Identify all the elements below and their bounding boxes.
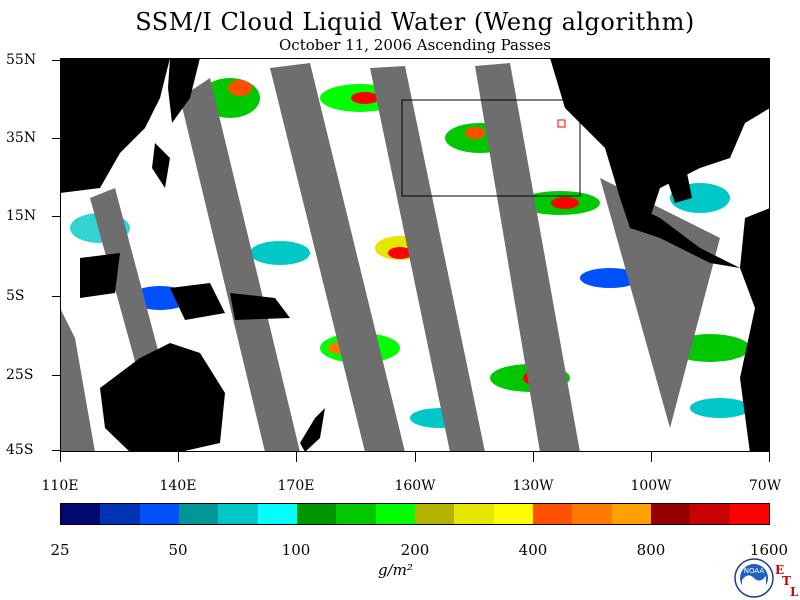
lon-label-70w: 70W: [748, 478, 782, 494]
logo-text: NOAA: [744, 567, 765, 575]
lat-tick: [52, 216, 60, 217]
cloud-water-map: [60, 58, 770, 452]
lat-tick: [52, 450, 60, 451]
lon-tick: [769, 452, 770, 462]
colorbar-swatch: [257, 504, 297, 524]
colorbar-swatch: [729, 504, 769, 524]
lat-tick: [52, 60, 60, 61]
lat-label-25s: 25S: [6, 367, 34, 383]
colorbar-swatch: [375, 504, 415, 524]
chart-title: SSM/I Cloud Liquid Water (Weng algorithm…: [135, 8, 695, 36]
no-data-swaths: [60, 63, 770, 452]
lat-tick: [52, 296, 60, 297]
lon-tick: [296, 452, 297, 462]
colorbar-label-1600: 1600: [749, 541, 789, 559]
lon-tick: [533, 452, 534, 462]
lat-tick: [52, 375, 60, 376]
colorbar-swatch: [493, 504, 533, 524]
colorbar-swatch: [336, 504, 376, 524]
land: [60, 58, 770, 452]
chart-subtitle: October 11, 2006 Ascending Passes: [279, 36, 551, 54]
lon-label-130w: 130W: [512, 478, 554, 494]
colorbar-label-50: 50: [168, 541, 188, 559]
region-box: [401, 99, 581, 197]
lat-label-35n: 35N: [6, 130, 37, 146]
map-border: [60, 58, 770, 452]
units-label: g/m²: [378, 561, 413, 579]
lon-tick: [651, 452, 652, 462]
red-marker: [557, 119, 566, 128]
lat-label-45s: 45S: [6, 442, 34, 458]
colorbar-swatch: [532, 504, 573, 524]
colorbar-label-400: 400: [518, 541, 548, 559]
colorbar-swatch: [100, 504, 140, 524]
lon-label-140e: 140E: [159, 478, 197, 494]
colorbar-swatch: [61, 504, 101, 524]
etl-letter-t: T: [782, 574, 791, 588]
colorbar: [60, 503, 770, 525]
colorbar-swatch: [690, 504, 730, 524]
lon-label-160w: 160W: [394, 478, 436, 494]
colorbar-swatch: [611, 504, 651, 524]
colorbar-swatch: [414, 504, 455, 524]
lat-label-55n: 55N: [6, 52, 37, 68]
colorbar-swatch: [572, 504, 612, 524]
etl-letter-e: E: [775, 563, 785, 577]
lon-tick: [60, 452, 61, 462]
colorbar-swatch: [218, 504, 258, 524]
etl-letter-l: L: [790, 585, 799, 599]
colorbar-swatch: [296, 504, 337, 524]
colorbar-label-200: 200: [400, 541, 430, 559]
colorbar-swatch: [454, 504, 494, 524]
lon-tick: [415, 452, 416, 462]
colorbar-label-25: 25: [50, 541, 70, 559]
lat-tick: [52, 138, 60, 139]
lon-label-100w: 100W: [630, 478, 672, 494]
colorbar-swatch: [650, 504, 691, 524]
lon-tick: [178, 452, 179, 462]
lon-label-170e: 170E: [277, 478, 315, 494]
colorbar-swatch: [139, 504, 179, 524]
lat-label-5s: 5S: [6, 288, 25, 304]
colorbar-label-800: 800: [636, 541, 666, 559]
noaa-logo: NOAA: [734, 558, 774, 598]
lat-label-15n: 15N: [6, 208, 37, 224]
colorbar-label-100: 100: [281, 541, 311, 559]
lon-label-110e: 110E: [41, 478, 79, 494]
colorbar-swatch: [178, 504, 219, 524]
